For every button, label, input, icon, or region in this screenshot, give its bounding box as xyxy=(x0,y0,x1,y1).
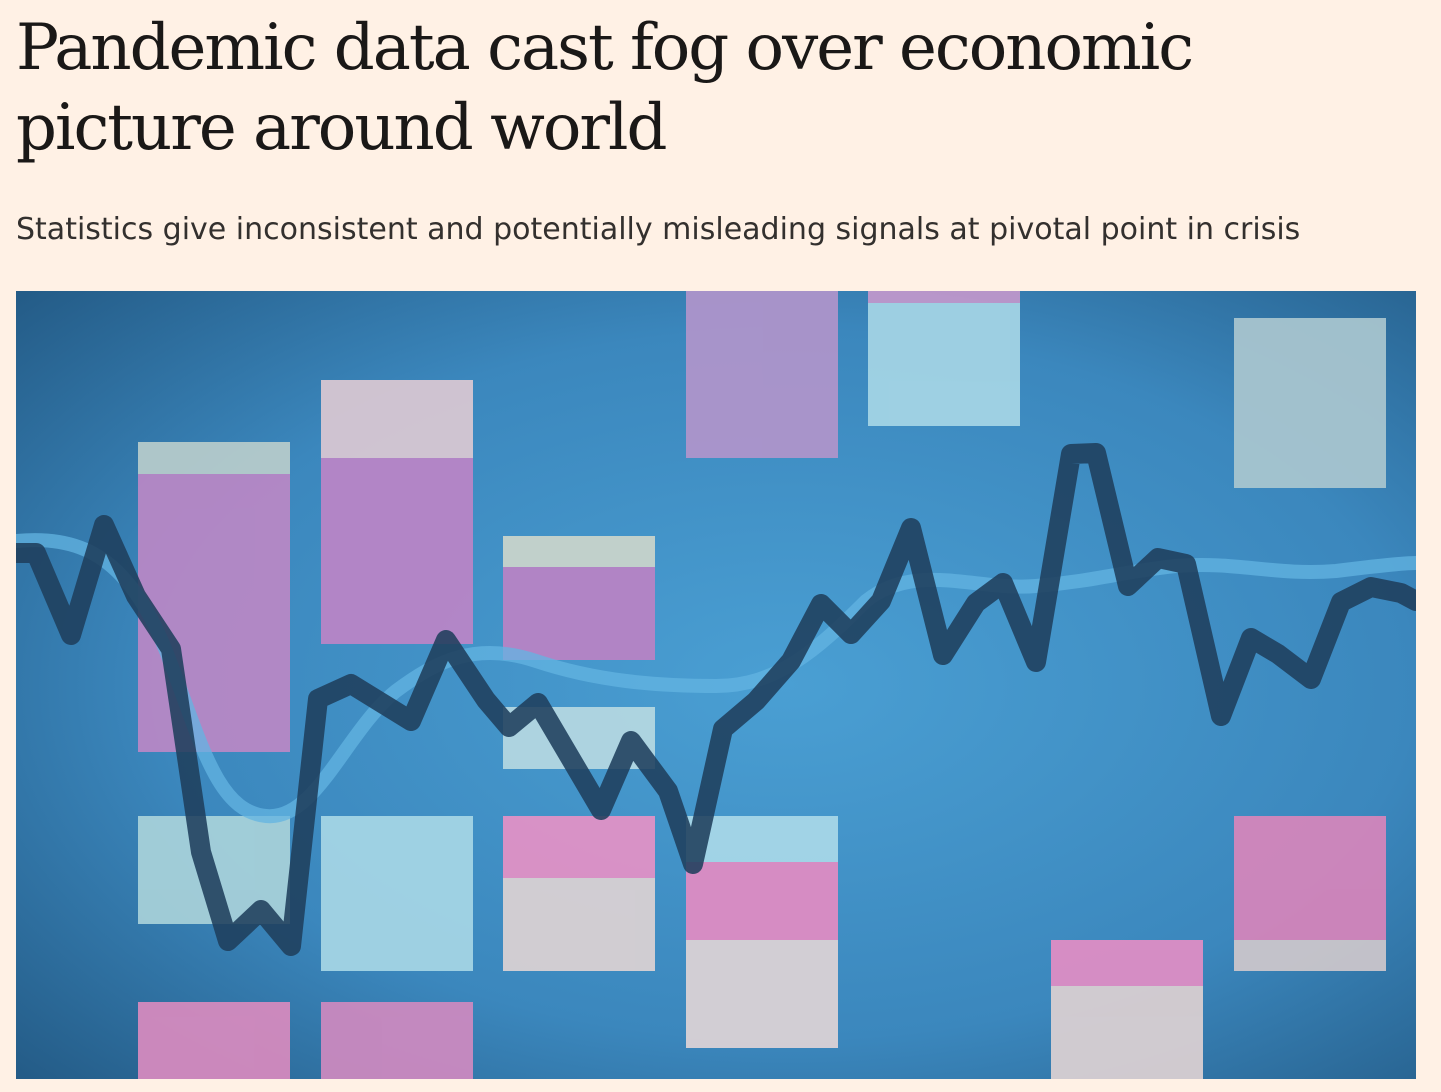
block xyxy=(1234,940,1386,971)
block xyxy=(1051,940,1203,986)
abstract-line-chart-illustration-icon xyxy=(16,291,1416,1079)
block xyxy=(686,862,838,940)
block xyxy=(686,291,838,458)
article-headline: Pandemic data cast fog over economic pic… xyxy=(16,11,1194,165)
hero-illustration xyxy=(16,291,1416,1079)
article-standfirst: Statistics give inconsistent and potenti… xyxy=(16,212,1301,247)
block xyxy=(503,816,655,878)
block xyxy=(138,474,290,752)
block xyxy=(138,442,290,474)
block xyxy=(138,1002,290,1079)
dark-data-line xyxy=(16,443,1416,956)
block xyxy=(868,291,1020,303)
block xyxy=(503,878,655,971)
block xyxy=(1234,816,1386,940)
block xyxy=(868,303,1020,426)
block xyxy=(321,380,473,458)
block xyxy=(503,567,655,660)
block xyxy=(503,536,655,567)
block xyxy=(321,816,473,971)
block xyxy=(321,1002,473,1079)
block xyxy=(686,940,838,1048)
block xyxy=(1051,986,1203,1079)
block xyxy=(321,458,473,644)
block xyxy=(1234,318,1386,488)
